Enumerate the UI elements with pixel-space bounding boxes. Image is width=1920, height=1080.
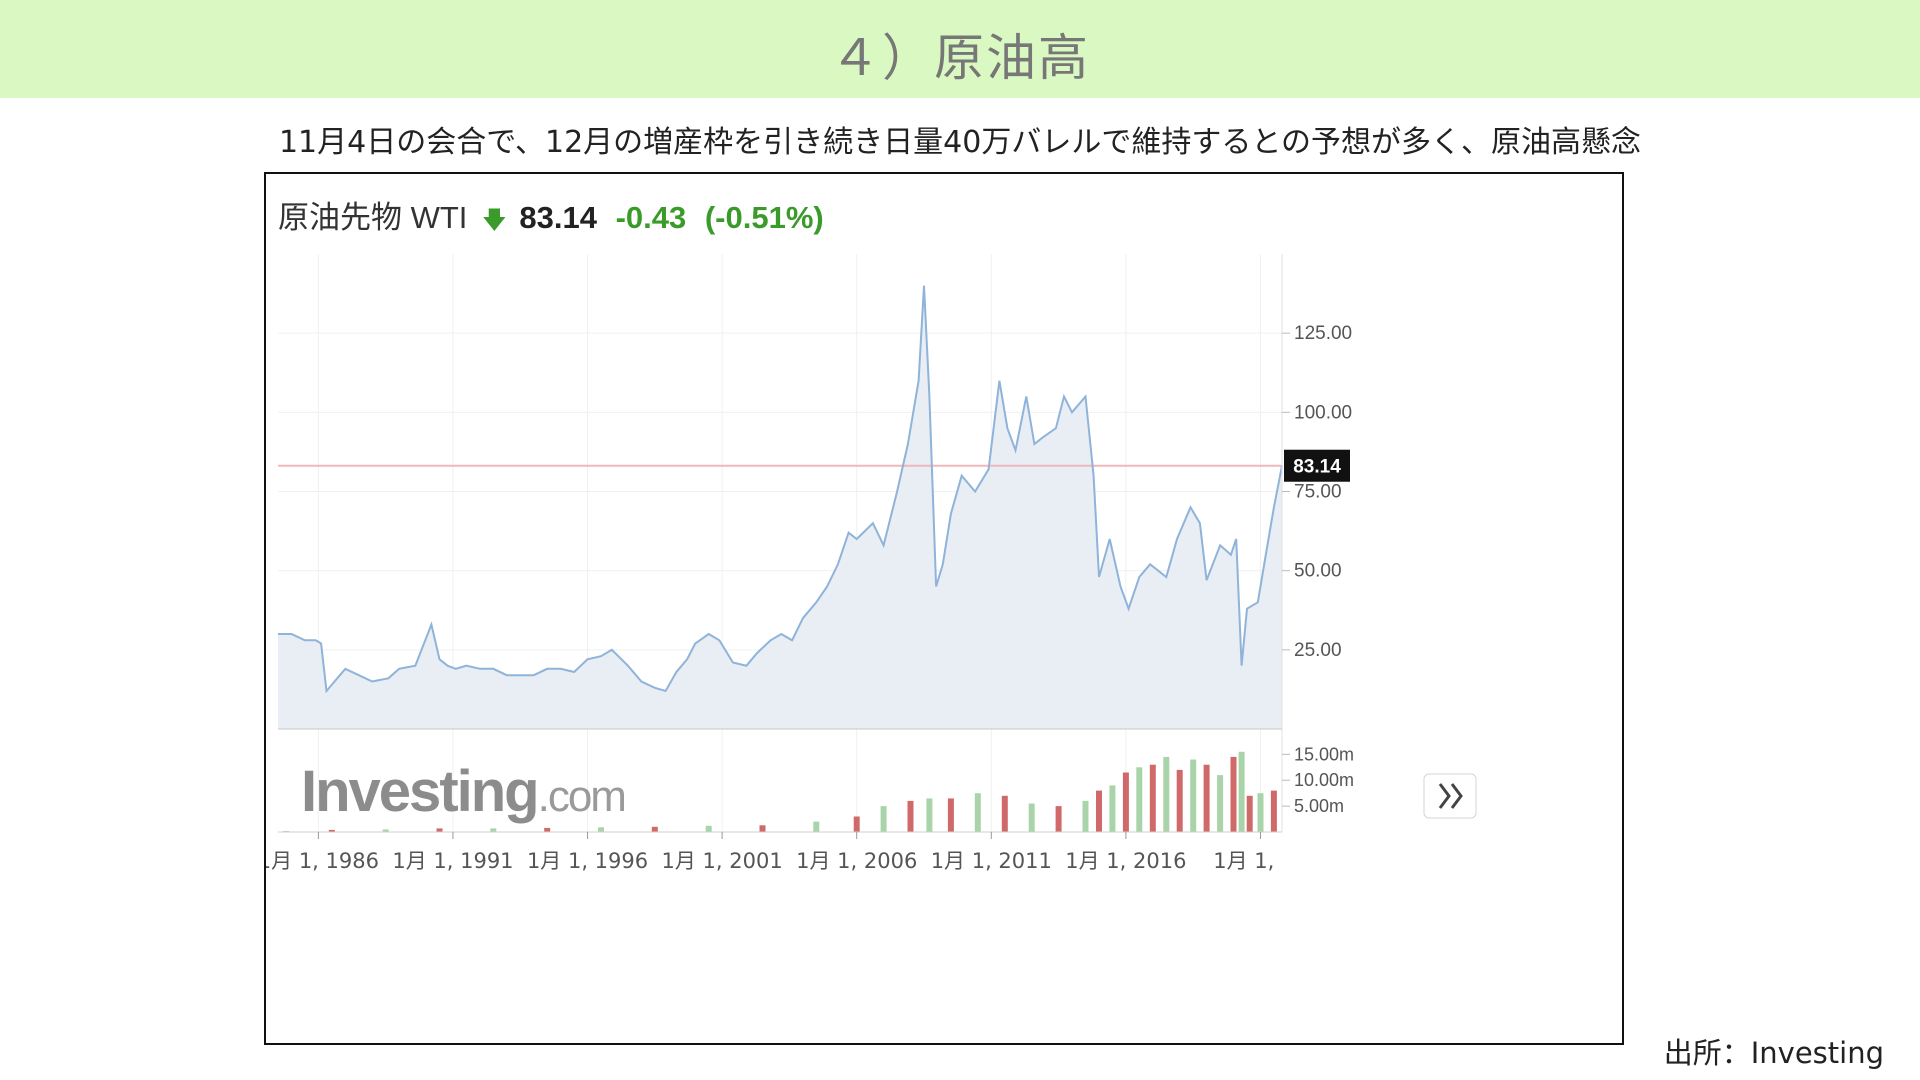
volume-bar [328,829,335,832]
instrument-name: 原油先物 WTI [278,200,468,235]
x-tick-label: 1月 1, 1986 [266,849,379,873]
chart-frame: 原油先物 WTI 🡇 83.14 -0.43 (-0.51%) 25.00 50.… [264,172,1624,1045]
svg-text:Investing.com: Investing.com [301,759,625,824]
y-tick-label: 100.00 [1294,402,1352,423]
volume-bar [1257,793,1264,832]
volume-bar [1163,756,1170,832]
volume-bar [1238,751,1245,832]
volume-bar [1176,769,1183,832]
volume-bar [947,798,954,832]
current-price-label: 83.14 [1284,449,1350,482]
volume-bar [1055,806,1062,832]
x-tick-label: 1月 1, 2001 [662,849,783,873]
x-axis-edge-mask [1282,840,1402,880]
quote-change: -0.43 [615,200,687,235]
volume-bar [544,827,551,832]
current-price-label-text: 83.14 [1293,457,1341,478]
quote-price: 83.14 [519,200,597,235]
logo-suffix: .com [538,772,625,821]
volume-bar [926,798,933,832]
x-tick-label: 1月 1, 1991 [392,849,513,873]
volume-bar [907,800,914,832]
current-price-label-box [1284,449,1350,482]
chart-canvas: 25.00 50.00 75.00 100.00 125.00 83.14 Invest… [266,254,1477,880]
y-tick-label: 50.00 [1294,561,1342,582]
double-chevron-right-icon[interactable] [1438,783,1463,809]
title-banner [0,0,1920,98]
investing-logo: Investing.com [301,759,627,824]
volume-bar [1149,764,1156,832]
volume-bar [1230,756,1237,832]
volume-bar [1096,790,1102,832]
x-axis-ticks: 1月 1, 1986 1月 1, 1991 1月 1, 1996 1月 1, 2001… [266,832,1402,880]
slide-title: ４）原油高 [830,29,1090,87]
scroll-right-button[interactable] [1423,773,1477,819]
volume-bar [1246,795,1253,832]
price-line [278,285,1283,694]
volume-bar [598,827,604,832]
volume-bar [1001,795,1008,832]
x-tick-label: 1月 1, 2016 [1065,849,1186,873]
y-axis-ticks: 25.00 50.00 75.00 100.00 125.00 [1282,323,1352,661]
volume-bar [880,806,887,832]
slide-subtitle: 11月4日の会合で、12月の増産枠を引き続き日量40万バレルで維持するとの予想が… [278,125,1642,160]
volume-tick-label: 10.00m [1294,770,1354,790]
volume-bar [436,828,443,832]
volume-bar [1190,759,1197,832]
volume-bar [1122,772,1129,832]
y-tick-label: 25.00 [1294,640,1342,661]
quote-header: 原油先物 WTI 🡇 83.14 -0.43 (-0.51%) [278,192,824,244]
volume-bar [382,829,389,832]
volume-bar [1082,800,1089,832]
volume-bar [651,826,658,832]
volume-bar [974,793,981,832]
y-tick-label: 125.00 [1294,323,1352,344]
volume-bar [1270,790,1277,832]
volume-bar [705,825,712,832]
volume-bar [853,816,860,832]
volume-bar [490,828,497,832]
grid [278,254,1282,832]
logo-main: Investing [301,759,538,824]
source-note: 出所：Investing [1663,1036,1884,1070]
down-arrow-icon: 🡇 [482,207,507,234]
volume-tick-label: 5.00m [1294,796,1344,816]
x-tick-label: 1月 1, 2011 [931,849,1052,873]
volume-bar [1217,775,1224,832]
x-tick-label: 1月 1, 1996 [527,849,648,873]
volume-bar [1109,785,1116,832]
volume-bar [759,825,766,832]
volume-tick-label: 15.00m [1294,744,1354,764]
volume-bar [813,821,820,832]
volume-bars [283,751,1277,832]
volume-bar [1028,803,1035,832]
volume-bar [1203,764,1210,832]
y-tick-label: 75.00 [1294,482,1342,503]
x-tick-label: 1月 1, 2006 [796,849,917,873]
volume-bar [1136,767,1143,832]
price-area [278,285,1282,729]
quote-change-pct: (-0.51%) [704,200,824,235]
volume-axis-ticks: 5.00m 10.00m 15.00m [1282,744,1354,816]
